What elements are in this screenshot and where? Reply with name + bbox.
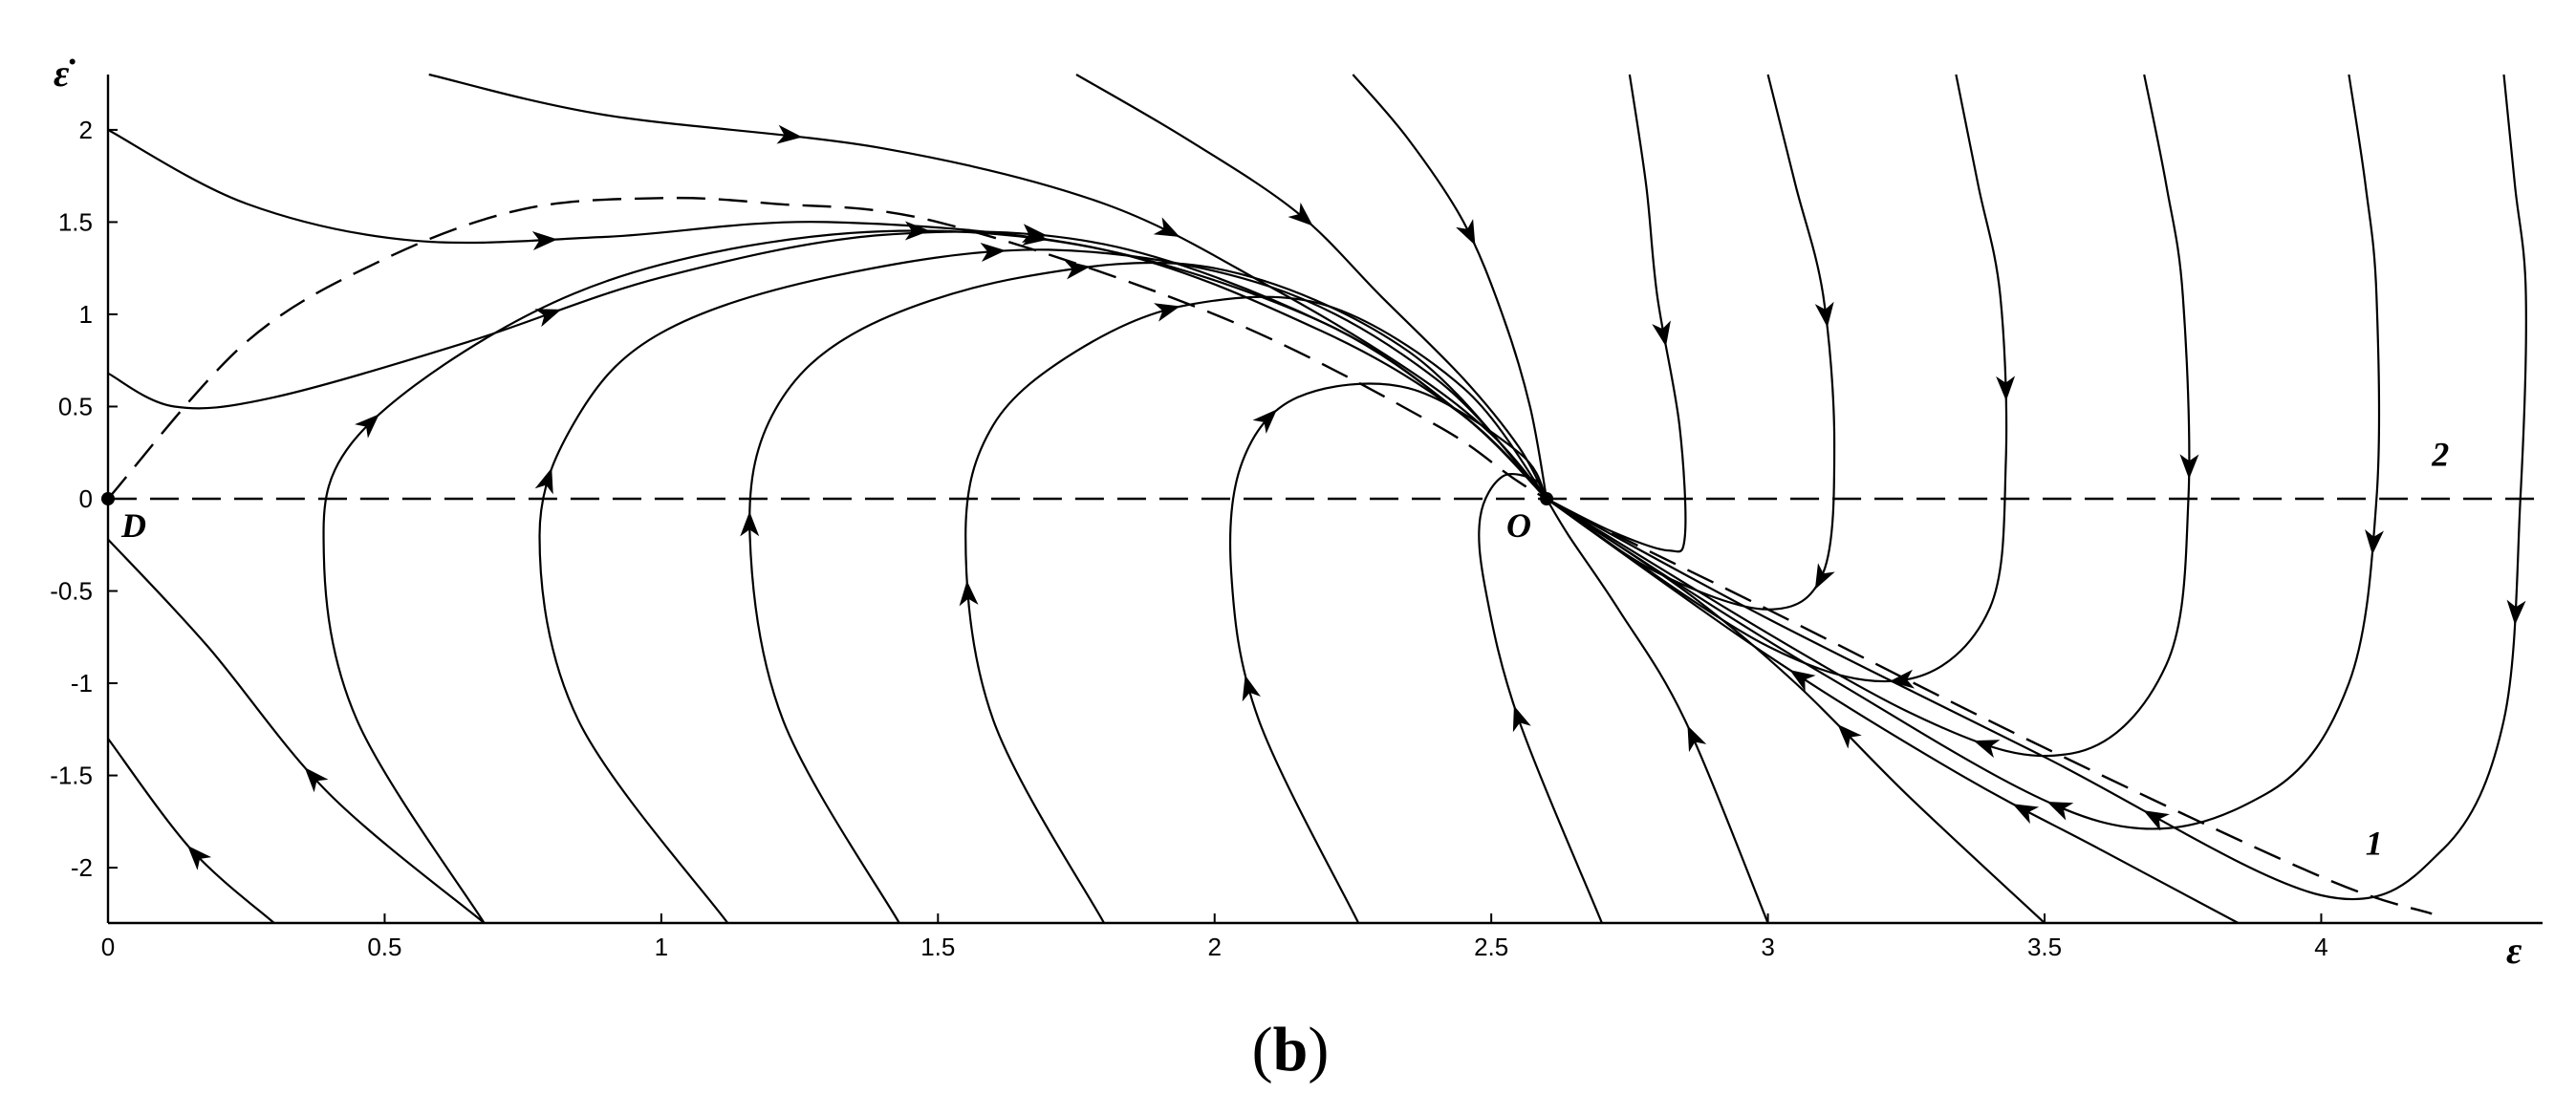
y-tick-label: 1 bbox=[79, 300, 93, 329]
trajectory bbox=[1352, 74, 1548, 500]
trajectory bbox=[1478, 473, 1603, 924]
trajectory bbox=[1546, 74, 2008, 683]
y-axis-label: ε̇ bbox=[54, 52, 76, 95]
trajectory-arrow bbox=[2506, 599, 2526, 626]
trajectory-arrow bbox=[2179, 454, 2199, 480]
x-tick-label: 2.5 bbox=[1474, 933, 1508, 961]
trajectory bbox=[107, 230, 1548, 500]
panel-label-open: ( bbox=[1252, 1015, 1273, 1084]
trajectory-arrow bbox=[355, 414, 379, 439]
trajectory-arrow bbox=[1064, 260, 1091, 280]
trajectory bbox=[1546, 74, 1687, 553]
trajectory-arrow bbox=[2012, 804, 2040, 825]
trajectory-arrow bbox=[959, 580, 979, 607]
isocline-label-1: 1 bbox=[2366, 825, 2383, 863]
point-label-D: D bbox=[120, 506, 146, 545]
trajectory-arrow bbox=[776, 124, 803, 144]
trajectory bbox=[964, 295, 1548, 924]
tick-marks bbox=[107, 128, 2323, 923]
trajectory-arrow bbox=[1687, 725, 1707, 753]
trajectory-arrow bbox=[1973, 740, 2001, 759]
trajectory bbox=[107, 128, 1548, 500]
trajectory-arrow bbox=[1154, 303, 1180, 322]
point-O bbox=[1540, 492, 1554, 505]
trajectory-arrow bbox=[1252, 409, 1278, 434]
trajectory bbox=[107, 538, 486, 924]
x-tick-label: 1 bbox=[655, 933, 668, 961]
trajectory-arrow bbox=[2143, 810, 2170, 831]
panel-label-close: ) bbox=[1308, 1015, 1329, 1084]
isocline-label-2: 2 bbox=[2431, 435, 2449, 473]
trajectory-arrow bbox=[1814, 301, 1834, 328]
isocline-labels: 12 bbox=[2366, 435, 2449, 862]
trajectory bbox=[322, 229, 1548, 924]
trajectory bbox=[428, 73, 1548, 500]
y-tick-label: -1 bbox=[71, 669, 93, 698]
x-tick-label: 0 bbox=[101, 933, 115, 961]
x-tick-label: 4 bbox=[2314, 933, 2327, 961]
trajectory-arrow bbox=[1837, 723, 1862, 749]
y-tick-label: -1.5 bbox=[50, 762, 93, 790]
x-tick-label: 1.5 bbox=[920, 933, 955, 961]
x-tick-label: 2 bbox=[1207, 933, 1221, 961]
trajectory-arrow bbox=[304, 767, 329, 793]
trajectory-arrow bbox=[1789, 670, 1816, 692]
y-tick-label: 0 bbox=[79, 484, 93, 513]
trajectory-arrow bbox=[187, 845, 212, 870]
trajectory-arrow bbox=[1996, 376, 2016, 401]
x-tick-label: 0.5 bbox=[367, 933, 401, 961]
isocline-1 bbox=[107, 196, 2433, 915]
trajectory-arrow bbox=[1814, 563, 1835, 590]
x-axis-label: ε bbox=[2506, 929, 2522, 972]
x-tick-label: 3 bbox=[1761, 933, 1774, 961]
trajectory bbox=[748, 261, 1548, 924]
trajectory-arrow bbox=[2046, 801, 2074, 821]
trajectory-arrow bbox=[1652, 320, 1671, 347]
trajectory bbox=[1228, 382, 1548, 924]
panel-label: (b) bbox=[1252, 1015, 1330, 1084]
trajectory bbox=[538, 248, 1548, 924]
trajectory-arrow bbox=[980, 243, 1007, 262]
trajectory bbox=[1546, 498, 1769, 924]
y-tick-labels: 2 1.5 1 0.5 0 -0.5 -1 -1.5 -2 bbox=[50, 116, 93, 882]
y-tick-label: 0.5 bbox=[58, 392, 93, 420]
trajectory-arrow bbox=[1456, 219, 1476, 246]
trajectory bbox=[1546, 74, 2381, 830]
plot-area: 0 0.5 1 1.5 2 2.5 3 3.5 4 21.510.50-0.5-1-1.5-2 … bbox=[50, 52, 2543, 972]
trajectory-arrow bbox=[1889, 669, 1916, 689]
trajectory bbox=[1546, 74, 2191, 758]
trajectory-arrow bbox=[534, 309, 562, 328]
trajectory-arrow bbox=[1153, 217, 1180, 237]
y-tick-label: -0.5 bbox=[50, 577, 93, 606]
trajectory-arrow bbox=[1288, 202, 1313, 226]
y-tick-label: 1.5 bbox=[58, 207, 93, 236]
x-tick-labels: 0 0.5 1 1.5 2 2.5 3 3.5 4 bbox=[101, 933, 2328, 961]
y-tick-label: 2 bbox=[79, 116, 93, 144]
point-D bbox=[101, 492, 115, 505]
trajectory-arrow bbox=[531, 230, 558, 250]
x-tick-label: 3.5 bbox=[2027, 933, 2062, 961]
panel-label-letter: b bbox=[1273, 1015, 1309, 1084]
trajectory-arrow bbox=[904, 221, 930, 241]
trajectory-arrows bbox=[187, 124, 2526, 870]
trajectory bbox=[107, 738, 275, 924]
point-label-O: O bbox=[1506, 506, 1531, 545]
isoclines bbox=[107, 196, 2543, 915]
trajectory bbox=[1075, 74, 1548, 500]
trajectory-arrow bbox=[1021, 224, 1048, 244]
trajectory-arrow bbox=[1512, 705, 1531, 733]
trajectory bbox=[1546, 74, 2527, 901]
y-tick-label: -2 bbox=[71, 853, 93, 882]
trajectory-arrow bbox=[1242, 675, 1262, 702]
trajectories bbox=[107, 73, 2527, 924]
trajectory-arrow bbox=[740, 511, 760, 537]
trajectory bbox=[1546, 498, 2240, 924]
trajectory-arrow bbox=[2365, 528, 2384, 555]
trajectory-arrow bbox=[534, 467, 553, 495]
